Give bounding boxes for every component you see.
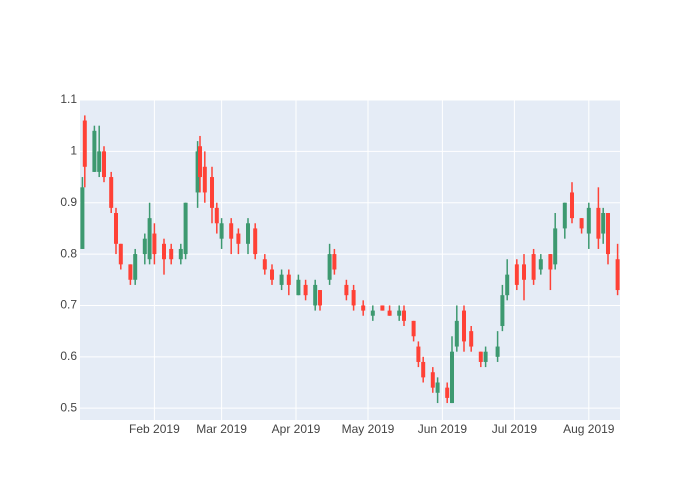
candle-body (219, 223, 224, 239)
x-tick-label: Jul 2019 (492, 422, 538, 436)
y-tick-label: 1 (70, 144, 77, 158)
candle-body (147, 218, 152, 260)
candle-body (421, 361, 426, 378)
y-tick-label: 1.1 (60, 92, 77, 106)
candle-body (332, 254, 337, 270)
y-tick-label: 0.5 (60, 400, 77, 414)
x-tick-label: Jun 2019 (418, 422, 468, 436)
candle-body (553, 228, 558, 265)
candle-body (82, 120, 87, 167)
y-tick-label: 0.8 (60, 246, 77, 260)
candle-body (178, 248, 183, 260)
x-tick-label: May 2019 (342, 422, 395, 436)
candle-body (596, 207, 601, 239)
candle-body (296, 279, 301, 296)
candle-body (318, 290, 322, 306)
candle-body (162, 243, 166, 260)
candle-body (270, 269, 274, 280)
candle-body (114, 213, 118, 244)
candle-body (478, 351, 483, 362)
candle-body (262, 259, 267, 270)
candle-body (370, 310, 375, 316)
candle-body (327, 254, 332, 280)
candle-body (195, 151, 200, 193)
candle-body (246, 223, 250, 244)
candle-body (522, 264, 526, 280)
candle-body (152, 233, 157, 255)
candle-body (236, 233, 241, 244)
x-tick-label: Apr 2019 (272, 422, 321, 436)
candle-body (210, 177, 214, 208)
candle-body (351, 290, 356, 306)
candle-body (142, 238, 147, 255)
candle-body (387, 310, 392, 316)
candle-body (214, 207, 219, 224)
candle-body (380, 305, 385, 311)
candle-body (495, 346, 500, 357)
x-tick-label: Aug 2019 (563, 422, 615, 436)
candle-body (198, 146, 202, 178)
candle-body (500, 295, 505, 327)
candle-body (586, 207, 591, 234)
candle-body (402, 310, 406, 321)
candle-body (229, 223, 234, 239)
candle-body (570, 192, 574, 219)
candle-body (92, 130, 97, 172)
candle-body (183, 202, 188, 255)
plot-area (80, 100, 620, 420)
candle-body (538, 259, 543, 270)
candle-body (454, 320, 459, 347)
candle-body (361, 305, 366, 311)
candle-body (118, 243, 123, 265)
candle-body (344, 284, 349, 296)
candle-body (169, 248, 174, 260)
candle-body (303, 284, 308, 296)
candle-body (606, 213, 610, 255)
candle-body (102, 151, 106, 178)
candle-body (286, 274, 291, 285)
candle-body (202, 166, 207, 193)
candle-body (505, 274, 510, 296)
candle-body (313, 284, 318, 306)
candle-body (462, 310, 466, 342)
candle-body (397, 310, 402, 316)
y-tick-label: 0.9 (60, 195, 77, 209)
candle-body (615, 259, 620, 291)
candle-body (469, 331, 474, 347)
candle-body (411, 320, 416, 337)
candle-body (279, 274, 284, 285)
candle-body (253, 228, 258, 255)
candle-body (128, 264, 133, 280)
candle-body (531, 254, 536, 280)
y-tick-label: 0.7 (60, 298, 77, 312)
candle-body (97, 151, 102, 172)
candle-body (483, 351, 488, 362)
candle-body (548, 254, 553, 270)
y-tick-label: 0.6 (60, 349, 77, 363)
candle-body (579, 218, 584, 229)
candle-body (601, 213, 606, 234)
candle-body (445, 387, 450, 398)
candle-body (109, 177, 114, 208)
candle-body (450, 351, 454, 404)
candle-body (133, 254, 138, 280)
candle-body (435, 382, 440, 393)
candle-body (430, 372, 435, 388)
candle-body (514, 264, 519, 285)
candle-body (562, 202, 567, 229)
candle-body (416, 346, 421, 362)
candle-body (80, 187, 85, 249)
x-tick-label: Feb 2019 (129, 422, 180, 436)
x-tick-label: Mar 2019 (196, 422, 247, 436)
